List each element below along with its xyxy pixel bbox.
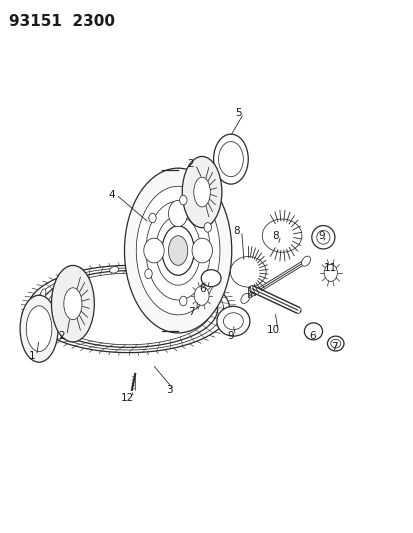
Circle shape [145,269,152,279]
Ellipse shape [20,295,58,362]
Ellipse shape [330,340,340,348]
Ellipse shape [40,289,46,300]
Ellipse shape [240,293,249,303]
Ellipse shape [193,177,210,207]
Ellipse shape [304,323,322,340]
Ellipse shape [213,134,248,184]
Text: 7: 7 [331,342,337,352]
Ellipse shape [223,313,243,330]
Ellipse shape [26,306,52,352]
Text: 1: 1 [28,351,35,361]
Ellipse shape [182,157,221,228]
Circle shape [148,213,156,223]
Circle shape [194,286,209,305]
Ellipse shape [230,256,266,287]
Circle shape [204,223,211,232]
Ellipse shape [327,336,343,351]
Ellipse shape [192,238,212,263]
Circle shape [202,273,209,282]
Text: 3: 3 [165,385,172,395]
Text: 4: 4 [108,190,114,200]
Text: 2: 2 [187,159,193,169]
Ellipse shape [316,230,329,244]
Ellipse shape [216,306,249,336]
Ellipse shape [35,310,40,321]
Text: 6: 6 [199,284,206,294]
Text: 6: 6 [308,330,315,341]
Ellipse shape [168,236,188,265]
Ellipse shape [54,329,61,340]
Text: 12: 12 [121,393,134,403]
Ellipse shape [136,186,219,315]
Circle shape [179,195,187,205]
Text: 11: 11 [323,263,336,273]
Text: 93151  2300: 93151 2300 [9,14,115,29]
Ellipse shape [301,256,310,266]
Ellipse shape [66,274,74,283]
Ellipse shape [109,266,119,273]
Circle shape [179,296,187,306]
Ellipse shape [155,216,200,285]
Text: 2: 2 [58,330,65,341]
Ellipse shape [143,238,164,263]
Text: 9: 9 [318,231,324,241]
Circle shape [323,264,337,281]
Text: 10: 10 [266,325,279,335]
Ellipse shape [218,142,243,176]
Text: 8: 8 [272,231,278,241]
Ellipse shape [161,226,194,275]
Ellipse shape [145,201,210,300]
Ellipse shape [51,265,94,342]
Text: 5: 5 [235,108,242,118]
Ellipse shape [168,200,187,227]
Ellipse shape [262,219,301,252]
Text: 7: 7 [188,306,195,317]
Ellipse shape [201,270,221,287]
Ellipse shape [128,197,195,299]
Text: 9: 9 [227,330,233,341]
Ellipse shape [311,225,334,249]
Text: 8: 8 [233,226,240,236]
Ellipse shape [124,168,231,333]
Ellipse shape [64,288,82,320]
